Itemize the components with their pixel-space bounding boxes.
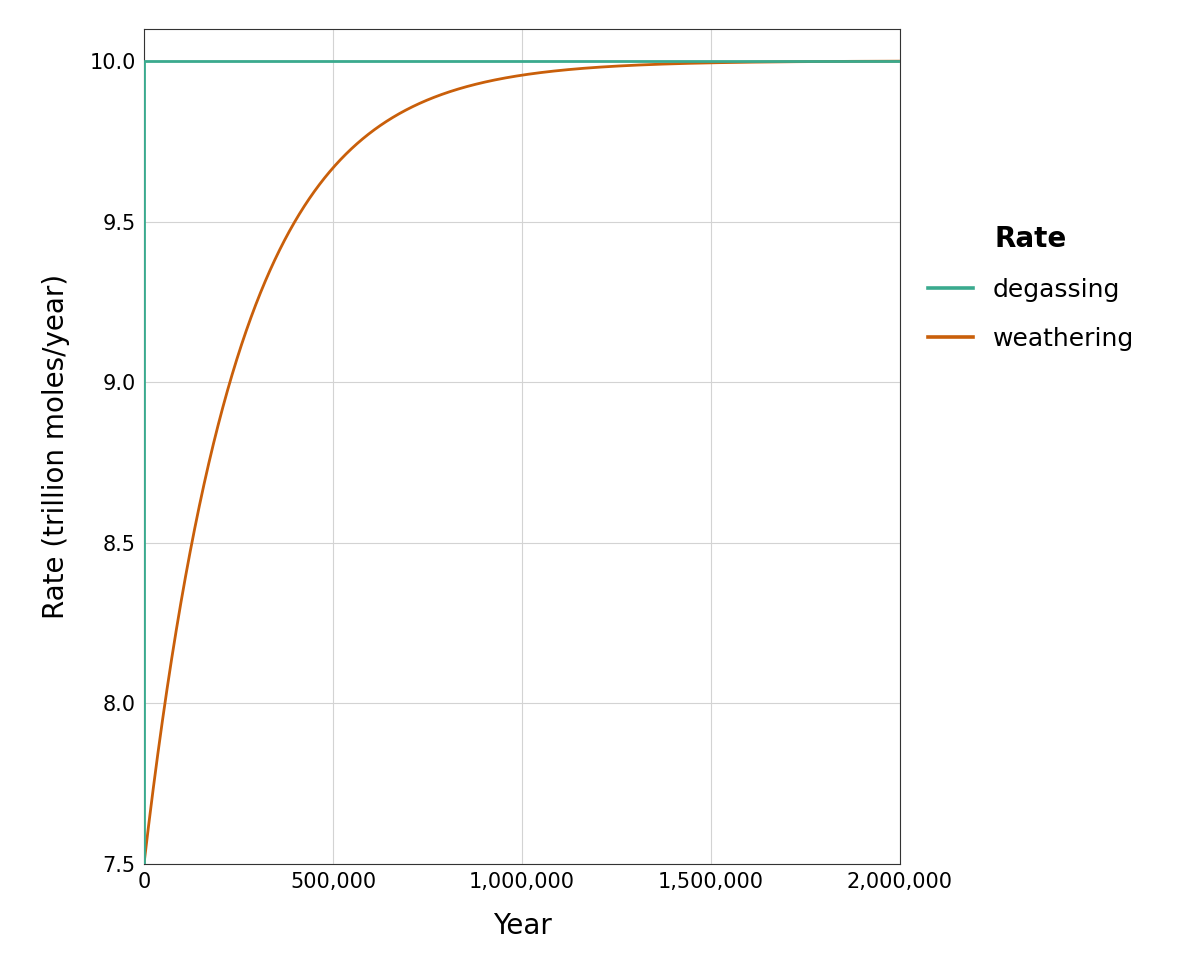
weathering: [853, 56, 868, 67]
Line: weathering: weathering: [144, 61, 900, 864]
degassing: [137, 858, 151, 870]
Legend: degassing, weathering: degassing, weathering: [928, 225, 1134, 351]
weathering: [284, 221, 299, 232]
weathering: [137, 858, 151, 870]
weathering: [182, 551, 197, 563]
weathering: [140, 829, 155, 841]
Line: degassing: degassing: [144, 60, 900, 864]
weathering: [893, 56, 907, 67]
Y-axis label: Rate (trillion moles/year): Rate (trillion moles/year): [42, 274, 70, 619]
degassing: [893, 55, 907, 66]
degassing: [137, 55, 151, 66]
X-axis label: Year: Year: [492, 912, 552, 940]
weathering: [168, 631, 182, 642]
weathering: [506, 71, 521, 83]
